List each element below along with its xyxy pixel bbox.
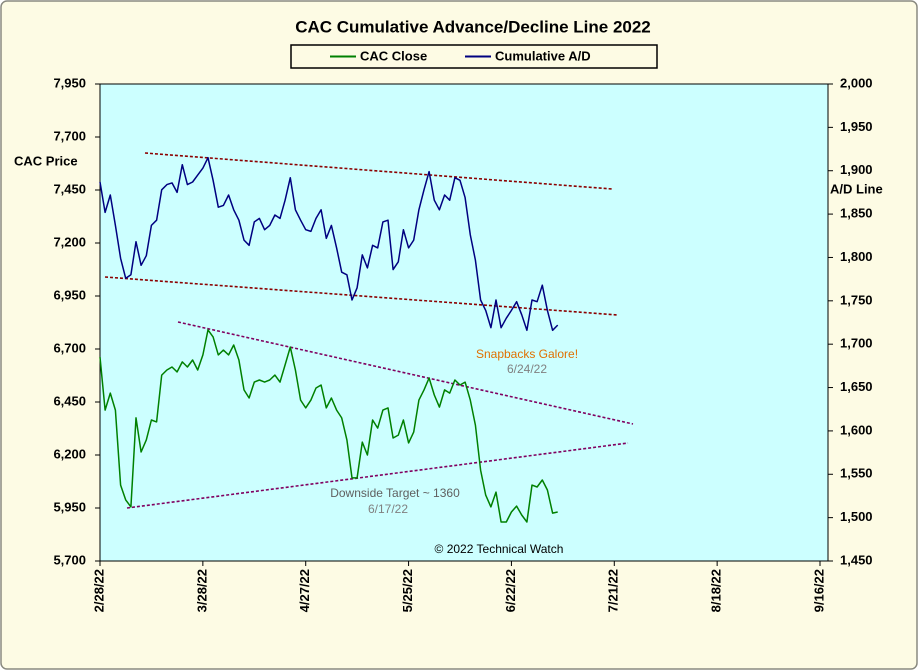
y2-tick-label: 1,950	[840, 119, 873, 134]
x-tick-label: 5/25/22	[400, 569, 415, 612]
y2-tick-label: 1,900	[840, 162, 873, 177]
y-tick-label: 6,950	[53, 287, 86, 302]
y2-tick-label: 2,000	[840, 75, 873, 90]
series-line	[99, 156, 559, 332]
credit: © 2022 Technical Watch	[435, 542, 564, 556]
y-tick-label: 7,700	[53, 128, 86, 143]
annotation: Downside Target ~ 1360	[330, 486, 460, 500]
x-tick-label: 8/18/22	[709, 569, 724, 612]
y-tick-label: 7,950	[53, 75, 86, 90]
y-tick-label: 6,200	[53, 446, 86, 461]
plot-area	[99, 83, 829, 562]
y-tick-label: 5,950	[53, 499, 86, 514]
y2-tick-label: 1,850	[840, 206, 873, 221]
x-tick-label: 4/27/22	[297, 569, 312, 612]
trend-line	[177, 321, 634, 425]
x-tick-label: 3/28/22	[194, 569, 209, 612]
y-tick-label: 6,700	[53, 340, 86, 355]
y2-tick-label: 1,750	[840, 292, 873, 307]
y2-tick-label: 1,450	[840, 552, 873, 567]
y2-tick-label: 1,550	[840, 466, 873, 481]
x-tick-label: 2/28/22	[91, 569, 106, 612]
trend-line	[144, 152, 613, 190]
y2-tick-label: 1,500	[840, 509, 873, 524]
x-tick-label: 6/22/22	[503, 569, 518, 612]
y2-tick-label: 1,700	[840, 336, 873, 351]
annotation-date: 6/17/22	[368, 502, 408, 516]
annotation: Snapbacks Galore!	[476, 347, 578, 361]
chart-title: CAC Cumulative Advance/Decline Line 2022	[295, 17, 651, 36]
y-axis-label: CAC Price	[14, 153, 78, 168]
annotation-date: 6/24/22	[507, 362, 547, 376]
y-tick-label: 7,200	[53, 234, 86, 249]
y2-axis-label: A/D Line	[830, 181, 883, 196]
y-tick-label: 6,450	[53, 393, 86, 408]
y2-tick-label: 1,600	[840, 422, 873, 437]
trend-lines	[104, 152, 634, 509]
series-line	[99, 329, 558, 523]
y2-tick-label: 1,800	[840, 249, 873, 264]
legend-label: CAC Close	[360, 48, 427, 63]
y-tick-label: 7,450	[53, 181, 86, 196]
legend-label: Cumulative A/D	[495, 48, 591, 63]
y-tick-label: 5,700	[53, 552, 86, 567]
y2-tick-label: 1,650	[840, 379, 873, 394]
trend-line	[126, 442, 629, 509]
trend-line	[104, 276, 619, 316]
x-tick-label: 9/16/22	[811, 569, 826, 612]
x-tick-label: 7/21/22	[606, 569, 621, 612]
